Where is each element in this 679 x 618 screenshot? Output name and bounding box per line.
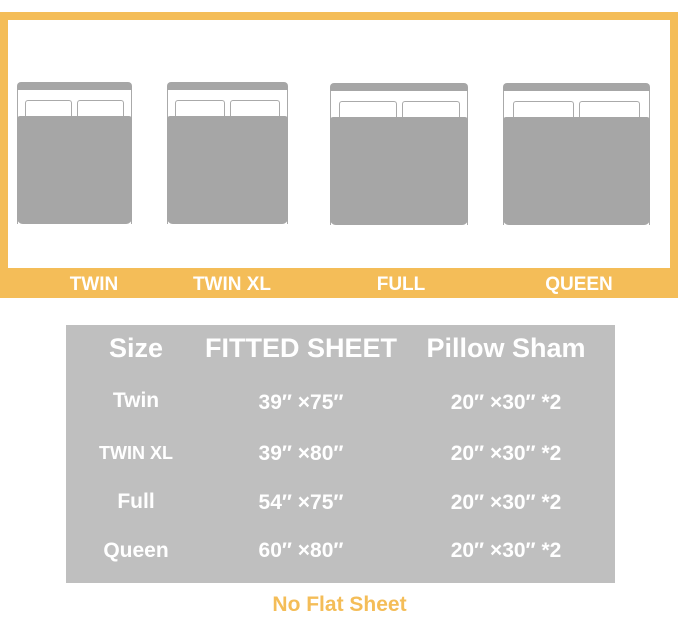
- size-label-twin: TWIN: [69, 274, 119, 295]
- size-label-queen: QUEEN: [545, 274, 613, 295]
- header-pillow-sham: Pillow Sham: [426, 333, 586, 363]
- table-row-size: Twin: [112, 389, 160, 412]
- bed-icon-queen: [503, 83, 650, 225]
- size-label-twin-xl: TWIN XL: [192, 274, 272, 295]
- bed-icon-full: [330, 83, 468, 225]
- table-row-sham: 20″ ×30″ *2: [450, 391, 562, 414]
- size-label-full: FULL: [376, 274, 426, 295]
- bed-icon-twin: [17, 82, 132, 224]
- table-row-sham: 20″ ×30″ *2: [450, 442, 562, 465]
- table-row-fitted: 54″ ×75″: [258, 491, 344, 514]
- header-size: Size: [108, 333, 164, 363]
- table-row-fitted: 60″ ×80″: [258, 539, 344, 562]
- table-row-size: Full: [117, 490, 155, 513]
- no-flat-sheet-note: No Flat Sheet: [272, 593, 407, 616]
- bed-icon-twin-xl: [167, 82, 288, 224]
- bed-size-frame: [0, 12, 678, 298]
- table-row-size: TWIN XL: [99, 443, 173, 463]
- table-row-sham: 20″ ×30″ *2: [450, 491, 562, 514]
- table-row-size: Queen: [103, 539, 169, 562]
- table-row-fitted: 39″ ×80″: [258, 442, 344, 465]
- table-row-fitted: 39″ ×75″: [258, 391, 344, 414]
- size-table: Size FITTED SHEET Pillow Sham Twin 39″ ×…: [66, 325, 615, 583]
- header-fitted-sheet: FITTED SHEET: [204, 333, 397, 363]
- table-row-sham: 20″ ×30″ *2: [450, 539, 562, 562]
